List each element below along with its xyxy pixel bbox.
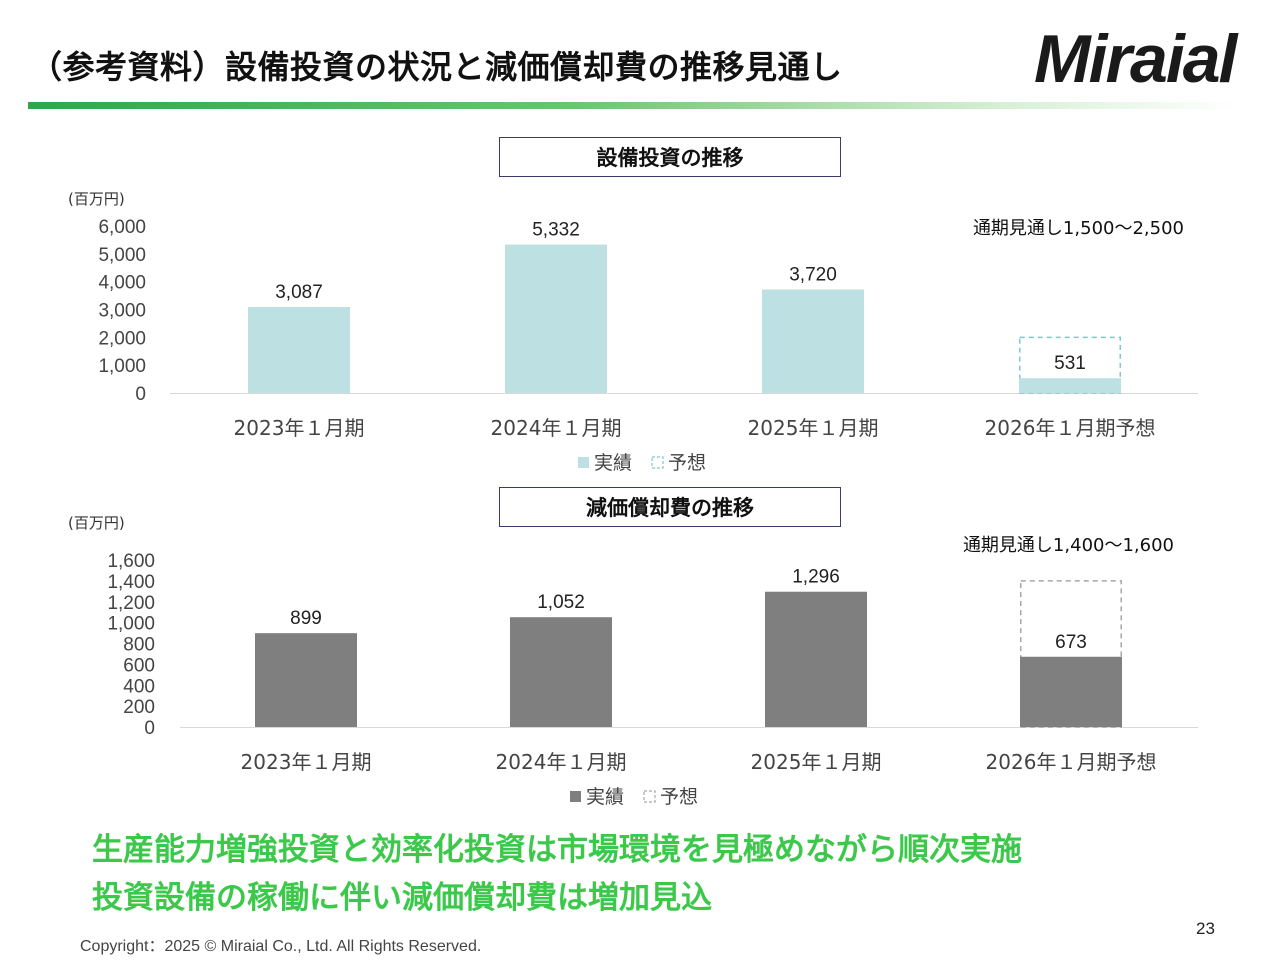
- y-tick-label: 5,000: [98, 245, 146, 266]
- x-category-label: 2023年１月期: [234, 416, 365, 440]
- bar: [762, 289, 864, 393]
- legend-label-forecast: 予想: [660, 786, 698, 808]
- conclusion-line-1: 生産能力増強投資と効率化投資は市場環境を見極めながら順次実施: [92, 832, 1022, 868]
- data-label: 531: [1054, 353, 1086, 374]
- legend-swatch-forecast: [643, 790, 656, 803]
- data-label: 3,087: [275, 282, 323, 303]
- x-category-label: 2024年１月期: [496, 750, 627, 774]
- capex-chart: (百万円) 0 1,000 2,000 3,000 4,000 5,000 6,000 3,08…: [68, 190, 1198, 474]
- x-category-label: 2025年１月期: [748, 416, 879, 440]
- conclusion-line-2: 投資設備の稼働に伴い減価償却費は増加見込: [92, 880, 712, 916]
- copyright-text: Copyright：2025 © Miraial Co., Ltd. All R…: [80, 938, 482, 955]
- bar: [1020, 656, 1122, 727]
- y-tick-label: 2,000: [98, 328, 146, 349]
- x-category-label: 2026年１月期予想: [985, 416, 1156, 440]
- y-tick-label: 0: [135, 384, 146, 405]
- x-category-label: 2024年１月期: [491, 416, 622, 440]
- y-tick-label: 1,200: [107, 593, 155, 614]
- bar: [255, 633, 357, 727]
- legend-label-actual: 実績: [594, 452, 632, 474]
- y-unit-label: (百万円): [68, 514, 125, 532]
- data-label: 5,332: [532, 220, 580, 241]
- page-number: 23: [1196, 919, 1215, 938]
- forecast-range-note: 通期見通し1,400～1,600: [963, 535, 1174, 556]
- y-tick-label: 0: [144, 718, 155, 739]
- y-tick-label: 400: [123, 676, 155, 697]
- x-category-label: 2023年１月期: [241, 750, 372, 774]
- forecast-bar-outline: [1020, 580, 1122, 728]
- y-tick-label: 200: [123, 697, 155, 718]
- data-label: 899: [290, 608, 322, 629]
- x-category-label: 2026年１月期予想: [986, 750, 1157, 774]
- legend-swatch-actual: [570, 791, 581, 802]
- data-label: 3,720: [789, 264, 837, 285]
- y-tick-label: 3,000: [98, 301, 146, 322]
- bar: [1019, 378, 1121, 393]
- y-tick-label: 1,000: [98, 356, 146, 377]
- y-tick-label: 800: [123, 635, 155, 656]
- bar: [505, 244, 607, 393]
- bar: [765, 591, 867, 727]
- bar: [248, 307, 350, 393]
- company-logo: Miraial: [1034, 21, 1237, 97]
- page-title: （参考資料）設備投資の状況と減価償却費の推移見通し: [30, 48, 843, 86]
- y-tick-label: 4,000: [98, 273, 146, 294]
- bar: [510, 617, 612, 727]
- legend-swatch-actual: [578, 457, 589, 468]
- y-tick-label: 1,000: [107, 614, 155, 635]
- legend-label-actual: 実績: [586, 786, 624, 808]
- x-category-label: 2025年１月期: [751, 750, 882, 774]
- forecast-range-note: 通期見通し1,500～2,500: [973, 218, 1184, 239]
- y-tick-label: 6,000: [98, 217, 146, 238]
- data-label: 1,052: [537, 592, 585, 613]
- data-label: 673: [1055, 632, 1087, 653]
- y-tick-label: 1,400: [107, 572, 155, 593]
- y-tick-label: 600: [123, 655, 155, 676]
- y-unit-label: (百万円): [68, 190, 125, 208]
- forecast-bar-outline: [1019, 336, 1121, 394]
- capex-chart-title: 設備投資の推移: [499, 137, 841, 177]
- legend-label-forecast: 予想: [668, 452, 706, 474]
- y-tick-label: 1,600: [107, 551, 155, 572]
- legend-swatch-forecast: [651, 456, 664, 469]
- depreciation-chart-title: 減価償却費の推移: [499, 487, 841, 527]
- title-divider: [28, 102, 1240, 109]
- data-label: 1,296: [792, 567, 840, 588]
